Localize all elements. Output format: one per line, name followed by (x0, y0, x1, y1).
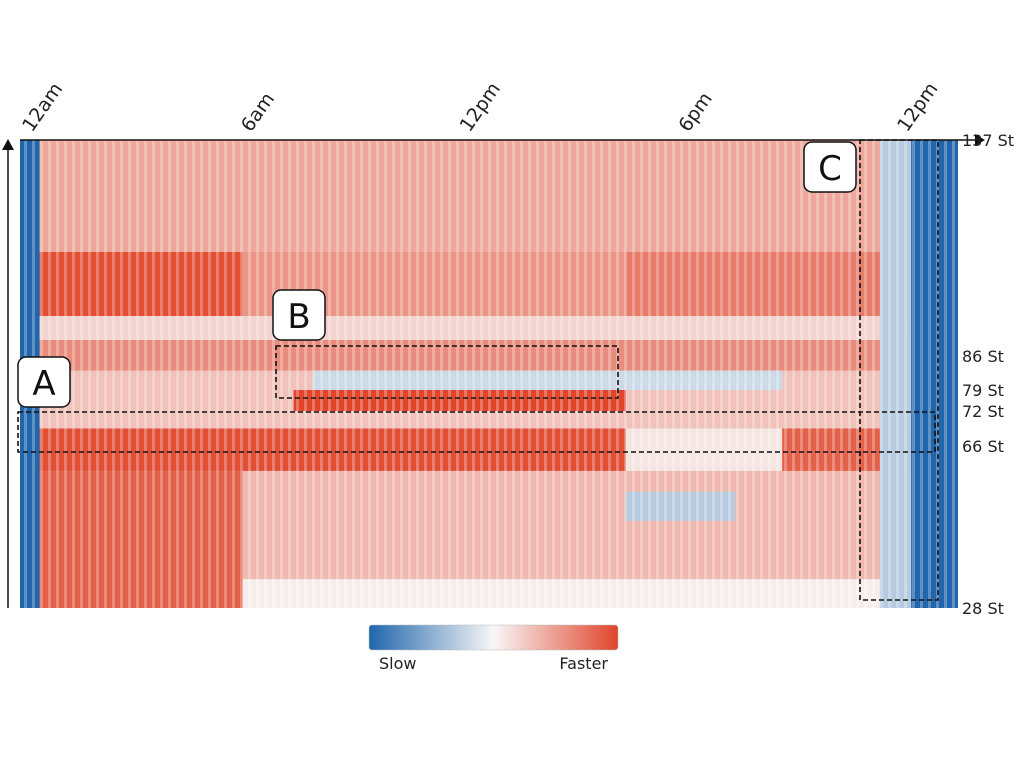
x-tick-label: 12am (18, 79, 67, 136)
callout-b-text: B (287, 297, 310, 337)
x-tick-label: 12pm (456, 78, 505, 135)
x-tick-label: 6am (237, 89, 279, 136)
x-axis-arrowhead (975, 134, 985, 146)
y-tick-label: 28 St (962, 599, 1004, 618)
color-legend: Slow Faster (368, 624, 619, 673)
y-tick-label: 86 St (962, 347, 1004, 366)
y-axis-arrowhead (2, 139, 14, 150)
highlight-region-a (17, 411, 936, 453)
highlight-region-b (275, 345, 619, 399)
callout-a: A (17, 356, 71, 408)
y-tick-label: 137 St (962, 131, 1014, 150)
legend-high-label: Faster (559, 654, 608, 673)
y-tick-label: 66 St (962, 437, 1004, 456)
axes (2, 134, 985, 608)
y-tick-label: 72 St (962, 402, 1004, 421)
stripe-overlay (20, 140, 958, 608)
highlight-region-c (859, 139, 939, 601)
legend-colorbar (368, 624, 619, 651)
y-tick-labels: 137 St 86 St 79 St 72 St 66 St 28 St (962, 131, 1014, 618)
callout-b: B (272, 289, 326, 341)
callout-c: C (803, 141, 857, 193)
x-tick-label: 12pm (893, 78, 942, 135)
y-tick-label: 79 St (962, 381, 1004, 400)
heatmap-texture (20, 140, 958, 608)
callout-c-text: C (818, 149, 842, 189)
callout-a-text: A (32, 364, 55, 404)
legend-low-label: Slow (379, 654, 416, 673)
x-tick-labels: 12am 6am 12pm 6pm 12pm (18, 78, 942, 135)
x-tick-label: 6pm (674, 88, 716, 136)
